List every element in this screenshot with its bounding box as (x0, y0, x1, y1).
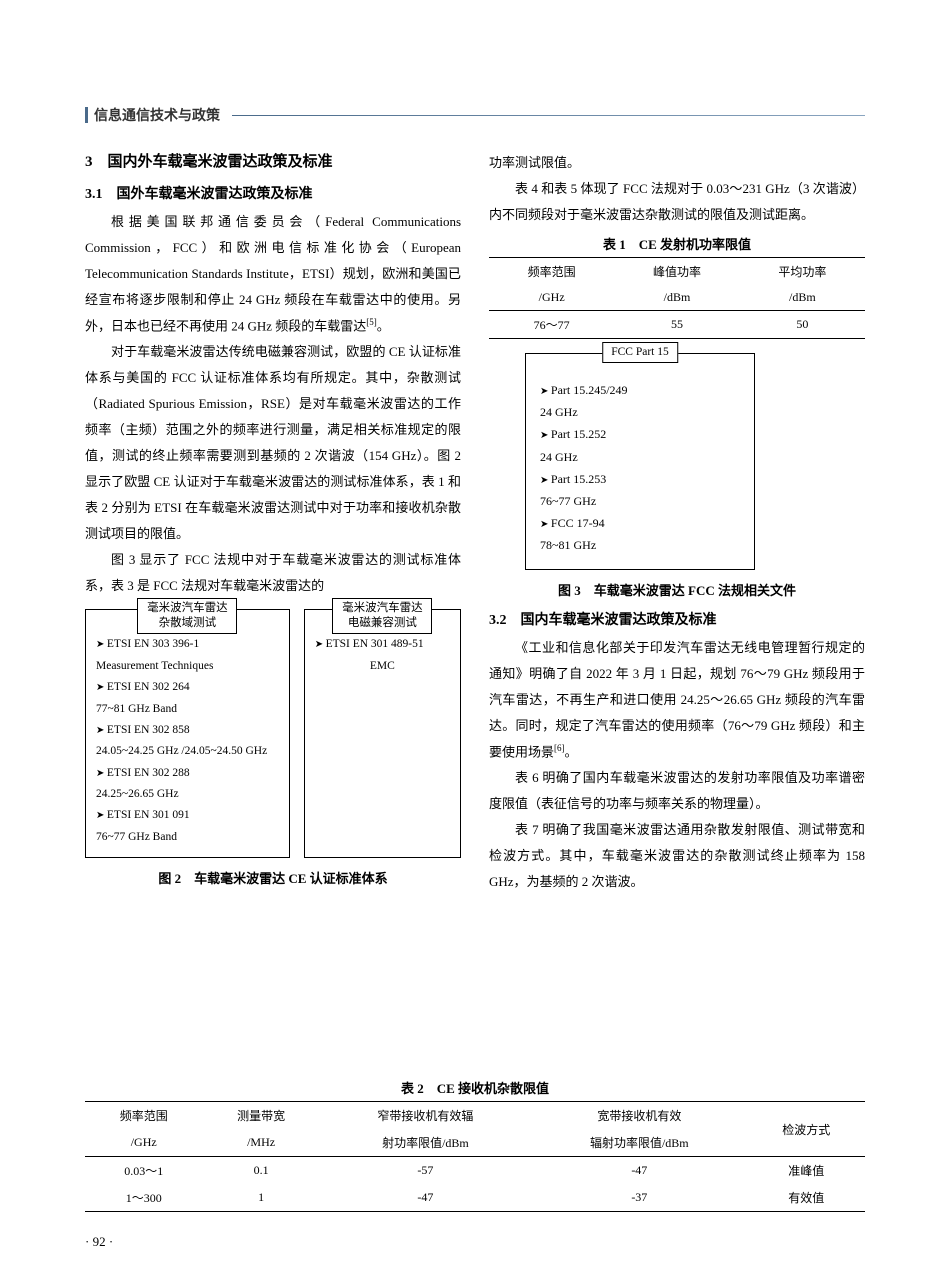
figure-3: FCC Part 15 Part 15.245/249 24 GHz Part … (525, 353, 865, 570)
para-3-1-1: 根据美国联邦通信委员会（Federal Communications Commi… (85, 209, 461, 339)
journal-title: 信息通信技术与政策 (94, 105, 220, 125)
section-3-2-heading: 3.2 国内车载毫米波雷达政策及标准 (489, 609, 865, 629)
fig2-caption: 图 2 车载毫米波雷达 CE 认证标准体系 (85, 868, 461, 887)
para-3-1-right-2: 表 4 和表 5 体现了 FCC 法规对于 0.03～231 GHz（3 次谐波… (489, 176, 865, 228)
para-3-1-2: 对于车载毫米波雷达传统电磁兼容测试，欧盟的 CE 认证标准体系与美国的 FCC … (85, 339, 461, 547)
header-rule (232, 115, 865, 116)
section-3-heading: 3 国内外车载毫米波雷达政策及标准 (85, 150, 461, 171)
figure-2: 毫米波汽车雷达杂散域测试 ETSI EN 303 396-1 Measureme… (85, 609, 461, 858)
left-column: 3 国内外车载毫米波雷达政策及标准 3.1 国外车载毫米波雷达政策及标准 根据美… (85, 150, 461, 895)
fig3-title: FCC Part 15 (602, 342, 678, 363)
right-column: 功率测试限值。 表 4 和表 5 体现了 FCC 法规对于 0.03～231 G… (489, 150, 865, 895)
table2-wrapper: 表 2 CE 接收机杂散限值 频率范围 测量带宽 窄带接收机有效辐 宽带接收机有… (85, 1072, 865, 1220)
fig3-caption: 图 3 车载毫米波雷达 FCC 法规相关文件 (489, 580, 865, 599)
fig3-box: FCC Part 15 Part 15.245/249 24 GHz Part … (525, 353, 755, 570)
fig2-left-box: 毫米波汽车雷达杂散域测试 ETSI EN 303 396-1 Measureme… (85, 609, 290, 858)
fig2-right-box: 毫米波汽车雷达电磁兼容测试 ETSI EN 301 489-51 EMC (304, 609, 461, 858)
para-3-1-right-cont: 功率测试限值。 (489, 150, 865, 176)
fig2-left-title: 毫米波汽车雷达杂散域测试 (137, 598, 237, 634)
table-1: 频率范围峰值功率平均功率 /GHz/dBm/dBm 76～775550 (489, 257, 865, 339)
para-3-2-2: 表 6 明确了国内车载毫米波雷达的发射功率限值及功率谱密度限值（表征信号的功率与… (489, 765, 865, 817)
page-header: 信息通信技术与政策 (85, 105, 865, 125)
table2-title: 表 2 CE 接收机杂散限值 (85, 1078, 865, 1097)
para-3-2-3: 表 7 明确了我国毫米波雷达通用杂散发射限值、测试带宽和检波方式。其中，车载毫米… (489, 817, 865, 895)
para-3-2-1: 《工业和信息化部关于印发汽车雷达无线电管理暂行规定的通知》明确了自 2022 年… (489, 635, 865, 765)
table1-title: 表 1 CE 发射机功率限值 (489, 234, 865, 253)
para-3-1-3: 图 3 显示了 FCC 法规中对于车载毫米波雷达的测试标准体系，表 3 是 FC… (85, 547, 461, 599)
fig2-right-title: 毫米波汽车雷达电磁兼容测试 (332, 598, 432, 634)
header-mark (85, 107, 88, 123)
section-3-1-heading: 3.1 国外车载毫米波雷达政策及标准 (85, 183, 461, 203)
page-number: · 92 · (85, 1234, 113, 1250)
table-2: 频率范围 测量带宽 窄带接收机有效辐 宽带接收机有效 检波方式 /GHz /MH… (85, 1101, 865, 1212)
